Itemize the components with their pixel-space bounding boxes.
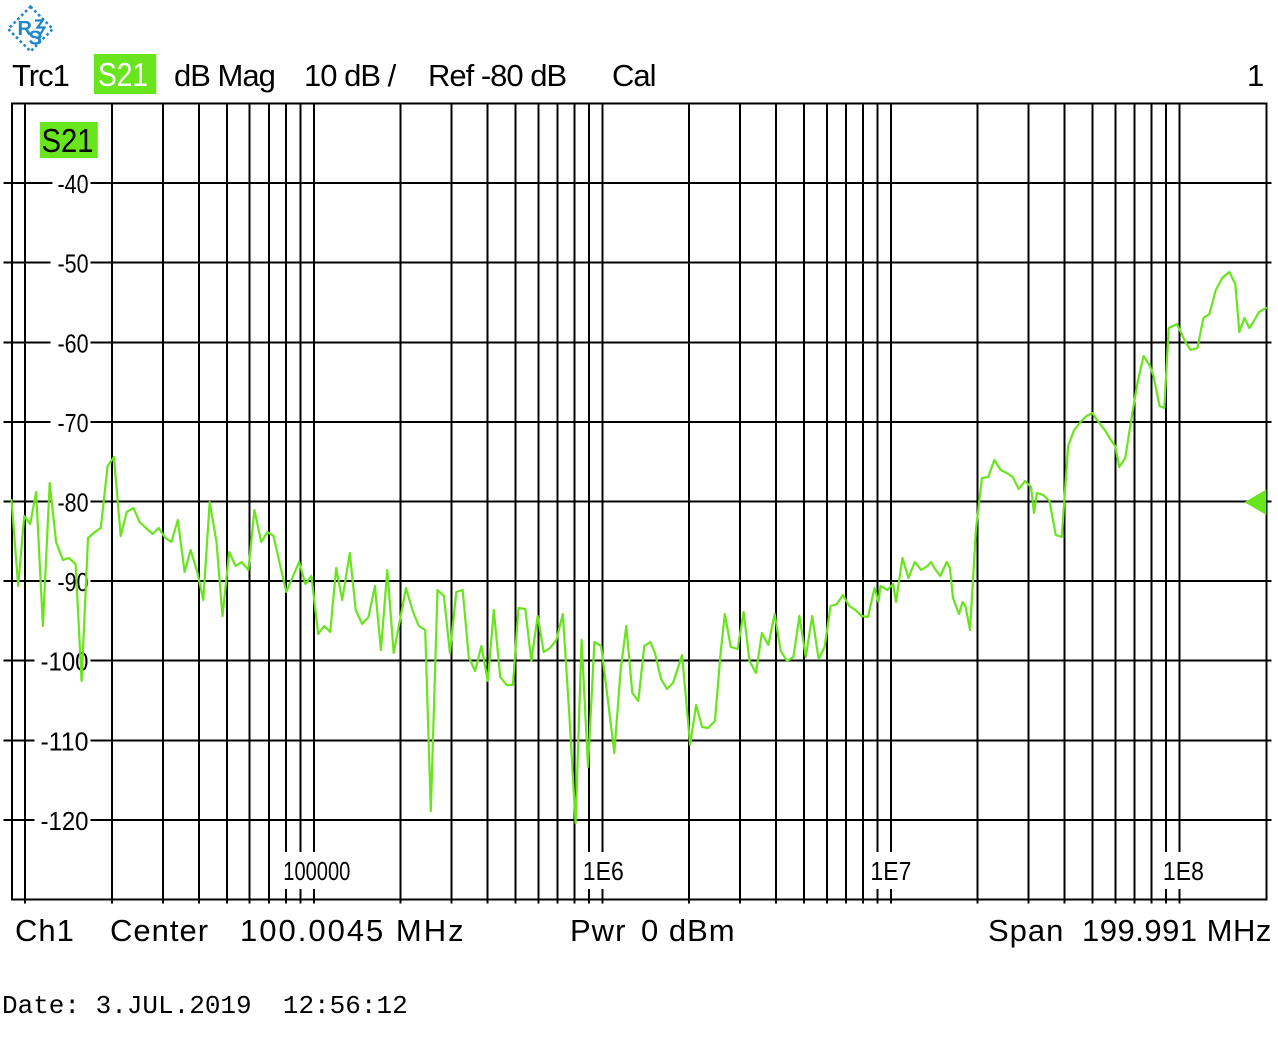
svg-text:1E8: 1E8: [1163, 856, 1204, 886]
svg-text:-70: -70: [58, 408, 89, 438]
svg-text:1E7: 1E7: [870, 856, 911, 886]
svg-text:-50: -50: [58, 249, 89, 279]
svg-text:Date: 3.JUL.2019 12:56:12: Date: 3.JUL.2019 12:56:12: [2, 991, 408, 1021]
svg-text:199.991 MHz: 199.991 MHz: [1082, 913, 1272, 948]
svg-text:dB Mag: dB Mag: [174, 58, 275, 93]
svg-text:Trc1: Trc1: [12, 58, 69, 93]
svg-text:-40: -40: [58, 169, 89, 199]
svg-text:-80: -80: [58, 488, 89, 518]
svg-text:-120: -120: [41, 806, 89, 836]
svg-text:-90: -90: [58, 567, 89, 597]
svg-text:R: R: [18, 18, 33, 40]
svg-text:S21: S21: [98, 56, 148, 93]
svg-text:Ref -80 dB: Ref -80 dB: [428, 58, 567, 93]
svg-text:10 dB /: 10 dB /: [304, 58, 397, 93]
svg-text:100000: 100000: [283, 856, 350, 886]
svg-text:Center: Center: [110, 913, 209, 948]
svg-text:-110: -110: [41, 726, 89, 756]
svg-text:100.0045 MHz: 100.0045 MHz: [240, 913, 466, 948]
svg-text:S: S: [29, 28, 42, 50]
svg-text:Span: Span: [988, 913, 1064, 948]
svg-text:0 dBm: 0 dBm: [641, 913, 736, 948]
svg-text:1: 1: [1247, 58, 1264, 93]
svg-text:-60: -60: [58, 328, 89, 358]
svg-text:Cal: Cal: [612, 58, 656, 93]
svg-text:1E6: 1E6: [583, 856, 624, 886]
svg-text:Pwr: Pwr: [570, 913, 626, 948]
svg-text:S21: S21: [42, 122, 94, 159]
svg-text:Ch1: Ch1: [15, 913, 75, 948]
